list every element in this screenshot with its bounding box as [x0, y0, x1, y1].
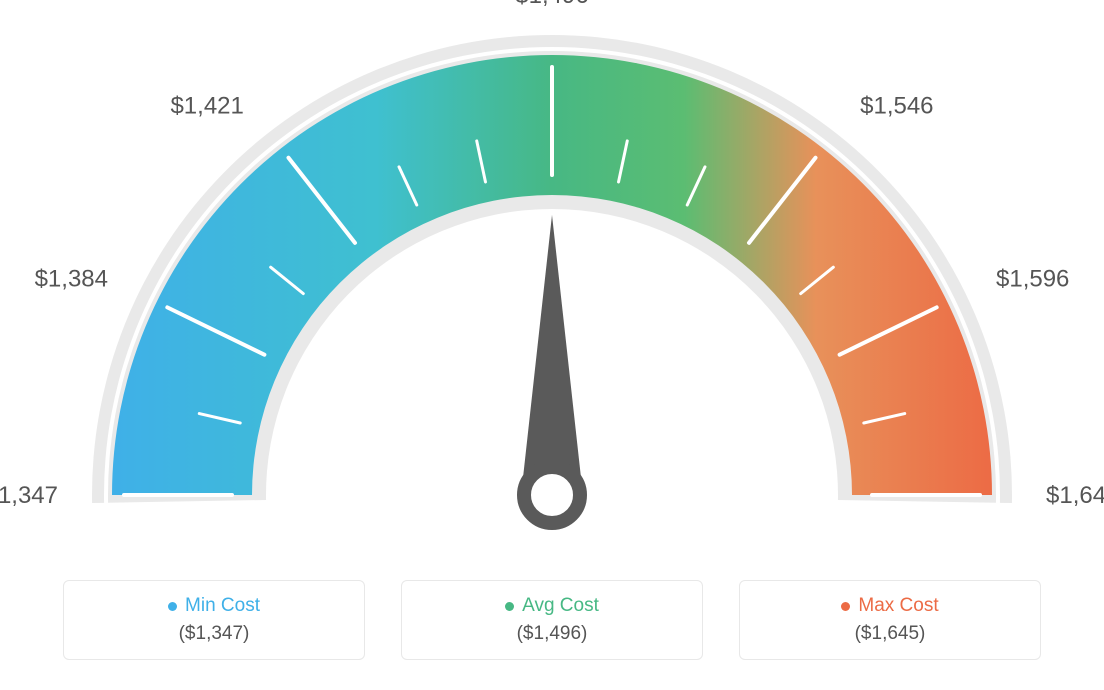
legend-max-label: Max Cost: [858, 595, 938, 617]
legend-avg-title: Avg Cost: [505, 595, 599, 617]
legend-min-value: ($1,347): [179, 623, 250, 645]
gauge-tick-label: $1,347: [0, 482, 58, 509]
gauge-tick-label: $1,421: [170, 93, 243, 120]
gauge-needle: [520, 215, 583, 501]
legend-min-title: Min Cost: [168, 595, 260, 617]
gauge-tick-label: $1,384: [35, 265, 108, 292]
legend-min-dot: [168, 602, 177, 611]
legend-avg-value: ($1,496): [517, 623, 588, 645]
legend-min-label: Min Cost: [185, 595, 260, 617]
gauge-tick-label: $1,496: [515, 0, 588, 9]
cost-gauge-chart: $1,347 $1,384 $1,421 $1,496 $1,546 $1,596 $1,6…: [0, 0, 1104, 690]
gauge-svg: $1,347 $1,384 $1,421 $1,496 $1,546 $1,596 $1,6…: [0, 0, 1104, 560]
legend-avg-dot: [505, 602, 514, 611]
legend-avg-label: Avg Cost: [522, 595, 599, 617]
legend-min-card: Min Cost ($1,347): [63, 580, 365, 660]
legend-max-value: ($1,645): [855, 623, 926, 645]
legend-max-card: Max Cost ($1,645): [739, 580, 1041, 660]
gauge-tick-label: $1,596: [996, 265, 1069, 292]
gauge-tick-label: $1,546: [860, 93, 933, 120]
gauge-needle-hub: [524, 467, 580, 523]
legend-max-title: Max Cost: [841, 595, 938, 617]
gauge-tick-label: $1,645: [1046, 482, 1104, 509]
legend-max-dot: [841, 602, 850, 611]
legend-avg-card: Avg Cost ($1,496): [401, 580, 703, 660]
legend-row: Min Cost ($1,347) Avg Cost ($1,496) Max …: [0, 580, 1104, 660]
